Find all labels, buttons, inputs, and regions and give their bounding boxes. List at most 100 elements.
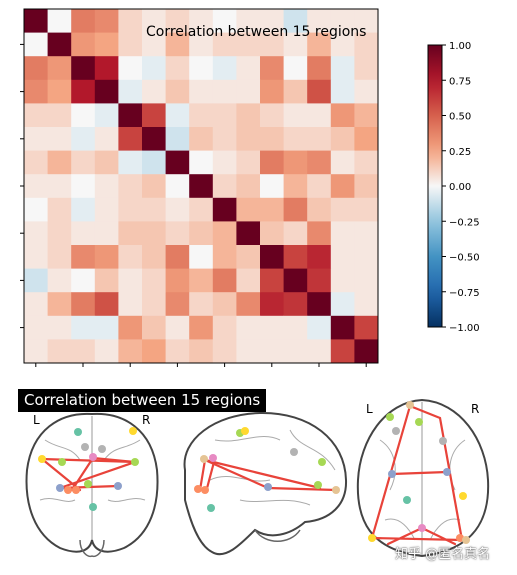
heatmap-cell — [142, 150, 166, 175]
heatmap-cell — [330, 268, 355, 293]
heatmap-cell — [307, 292, 332, 317]
connectome-title: Correlation between 15 regions — [18, 389, 267, 412]
heatmap-cell — [354, 292, 379, 317]
heatmap-cell — [189, 56, 214, 81]
coronal-node — [72, 486, 80, 494]
heatmap-cell — [94, 150, 119, 175]
heatmap-cell — [47, 339, 72, 364]
heatmap-cell — [307, 339, 332, 364]
heatmap-cell — [118, 292, 143, 317]
heatmap-cell — [118, 56, 143, 81]
heatmap-cell — [142, 197, 166, 222]
heatmap-cell — [165, 221, 190, 246]
axial-node — [403, 496, 411, 504]
axial-node — [439, 437, 447, 445]
heatmap-cell — [260, 150, 284, 175]
sagittal-edges — [198, 458, 338, 494]
heatmap-cell — [189, 174, 214, 199]
sagittal-edge — [203, 458, 270, 490]
heatmap-cell — [330, 79, 355, 104]
axial-node — [406, 401, 414, 409]
heatmap-cell — [260, 174, 284, 199]
heatmap-cell — [71, 32, 96, 57]
sagittal-node — [241, 427, 249, 435]
heatmap-cell — [260, 245, 284, 269]
heatmap-cell — [118, 315, 143, 340]
heatmap-cell — [71, 268, 96, 293]
heatmap-cell — [47, 268, 72, 293]
heatmap-cell — [94, 315, 119, 340]
coronal-node — [89, 453, 97, 461]
heatmap-cell — [71, 103, 96, 128]
heatmap-cell — [260, 9, 284, 33]
coronal-sulcus — [39, 439, 146, 502]
axial-node — [392, 427, 400, 435]
coronal-node — [129, 427, 137, 435]
sagittal-nodes — [194, 427, 340, 512]
axial-edge — [390, 470, 449, 476]
axial-right-label: R — [471, 402, 480, 416]
heatmap-cell — [307, 127, 332, 151]
heatmap-cell — [260, 221, 284, 246]
heatmap-cell — [307, 32, 332, 57]
coronal-node — [81, 443, 89, 451]
heatmap-cell — [354, 79, 379, 104]
heatmap-cell — [118, 150, 143, 175]
sagittal-node — [209, 454, 217, 462]
heatmap-cell — [94, 245, 119, 269]
heatmap-cell — [118, 268, 143, 293]
heatmap-cell — [212, 9, 237, 33]
axial-outline — [356, 398, 490, 558]
axial-node — [443, 468, 451, 476]
heatmap-cell — [71, 150, 96, 175]
heatmap-cell — [94, 292, 119, 317]
heatmap-cell — [24, 56, 48, 81]
watermark-text: 知乎 @匿名真名 — [395, 547, 491, 562]
heatmap-cell — [47, 127, 72, 151]
colorbar-tick-label: 1.00 — [449, 41, 471, 52]
heatmap-cell — [24, 268, 48, 293]
heatmap-cell — [354, 127, 379, 151]
sagittal-cerebellum — [254, 529, 301, 542]
heatmap-cell — [283, 9, 308, 33]
heatmap-cell — [283, 103, 308, 128]
heatmap-cell — [283, 197, 308, 222]
heatmap-cell — [354, 103, 379, 128]
heatmap-cell — [142, 339, 166, 364]
heatmap-cell — [330, 32, 355, 57]
heatmap-cell — [71, 221, 96, 246]
heatmap-cell — [24, 315, 48, 340]
heatmap-cell — [142, 221, 166, 246]
heatmap-cell — [236, 32, 261, 57]
heatmap-cell — [94, 103, 119, 128]
axial-edge — [386, 526, 424, 546]
heatmap-cell — [330, 315, 355, 340]
heatmap-cell — [165, 150, 190, 175]
heatmap-cell — [142, 127, 166, 151]
heatmap-cell — [189, 32, 214, 57]
heatmap-cell — [330, 245, 355, 269]
heatmap-cell — [24, 32, 48, 57]
heatmap-cell — [94, 174, 119, 199]
heatmap-cell — [354, 174, 379, 199]
coronal-edge — [58, 460, 137, 490]
heatmap-cell — [24, 339, 48, 364]
axial-node — [388, 470, 396, 478]
heatmap-cell — [94, 79, 119, 104]
heatmap-cell — [283, 174, 308, 199]
heatmap-cell — [330, 103, 355, 128]
heatmap-cell — [236, 127, 261, 151]
heatmap-cell — [260, 32, 284, 57]
colorbar-tick-label: 0.75 — [449, 76, 471, 87]
heatmap-cell — [236, 56, 261, 81]
sagittal-node — [201, 486, 209, 494]
heatmap-cell — [71, 292, 96, 317]
coronal-left-label: L — [33, 413, 40, 427]
heatmap-cell — [71, 339, 96, 364]
heatmap-cell — [189, 268, 214, 293]
heatmap-cell — [212, 268, 237, 293]
heatmap-cell — [212, 339, 237, 364]
heatmap-cell — [165, 103, 190, 128]
axial-left-label: L — [366, 402, 373, 416]
coronal-node — [64, 486, 72, 494]
